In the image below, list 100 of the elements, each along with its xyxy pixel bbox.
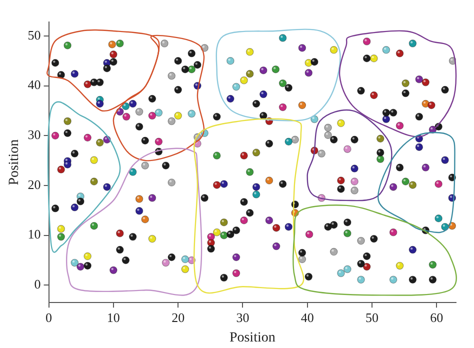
x-tick-label: 0 bbox=[46, 310, 52, 325]
point bbox=[396, 122, 404, 130]
point bbox=[64, 42, 72, 50]
point bbox=[408, 246, 417, 254]
point bbox=[402, 178, 410, 186]
point bbox=[240, 216, 248, 224]
point bbox=[408, 40, 417, 48]
point bbox=[428, 101, 436, 110]
point bbox=[396, 262, 404, 270]
point bbox=[284, 138, 292, 146]
point bbox=[389, 228, 398, 236]
point bbox=[57, 232, 65, 241]
point bbox=[265, 216, 274, 224]
point bbox=[110, 50, 118, 58]
point bbox=[212, 152, 221, 160]
point bbox=[188, 110, 196, 118]
point bbox=[376, 134, 384, 143]
point bbox=[220, 180, 228, 188]
point bbox=[246, 70, 254, 78]
point bbox=[362, 262, 371, 271]
point bbox=[350, 178, 358, 186]
point bbox=[128, 100, 137, 108]
point bbox=[389, 276, 398, 284]
point bbox=[415, 75, 424, 84]
point bbox=[57, 224, 65, 233]
point bbox=[226, 56, 234, 65]
point bbox=[370, 91, 378, 100]
point bbox=[135, 195, 144, 203]
point bbox=[422, 78, 430, 86]
point bbox=[212, 228, 221, 236]
x-tick-label: 10 bbox=[106, 310, 120, 325]
point bbox=[252, 183, 260, 191]
point bbox=[168, 72, 176, 80]
point bbox=[96, 138, 104, 147]
point bbox=[174, 112, 182, 120]
point bbox=[422, 164, 430, 172]
point bbox=[330, 46, 338, 54]
point bbox=[284, 222, 292, 231]
point bbox=[382, 46, 390, 54]
x-axis-title: Position bbox=[229, 330, 276, 346]
point bbox=[154, 108, 163, 117]
point bbox=[232, 269, 240, 278]
point bbox=[162, 258, 170, 267]
point bbox=[441, 156, 449, 164]
point bbox=[90, 156, 98, 164]
point bbox=[272, 224, 280, 232]
point bbox=[298, 44, 306, 52]
point bbox=[232, 82, 240, 91]
x-tick-label: 60 bbox=[430, 310, 444, 325]
point bbox=[96, 100, 104, 108]
point bbox=[148, 234, 156, 243]
point bbox=[362, 38, 371, 46]
point bbox=[148, 112, 156, 120]
point bbox=[122, 112, 130, 121]
point bbox=[232, 253, 240, 262]
point bbox=[344, 145, 352, 153]
x-tick-label: 40 bbox=[300, 310, 314, 325]
point bbox=[108, 40, 116, 48]
point bbox=[330, 248, 338, 256]
point bbox=[272, 65, 280, 74]
point bbox=[382, 115, 390, 124]
point bbox=[337, 176, 345, 184]
point bbox=[220, 231, 228, 240]
point bbox=[344, 229, 352, 238]
point bbox=[252, 148, 260, 156]
point bbox=[310, 115, 318, 124]
y-tick-label: 50 bbox=[28, 27, 41, 42]
point bbox=[64, 160, 72, 168]
point bbox=[148, 194, 156, 202]
point bbox=[259, 66, 268, 74]
point bbox=[298, 255, 306, 264]
point bbox=[265, 176, 274, 184]
point bbox=[188, 65, 196, 74]
y-tick-label: 40 bbox=[28, 77, 41, 92]
point bbox=[272, 242, 280, 250]
x-tick-label: 50 bbox=[365, 310, 378, 325]
y-axis-title: Position bbox=[7, 139, 22, 186]
point bbox=[84, 252, 92, 260]
point bbox=[116, 40, 124, 48]
x-tick-label: 20 bbox=[172, 310, 185, 325]
point bbox=[357, 276, 365, 284]
point bbox=[168, 117, 176, 126]
point bbox=[324, 131, 332, 140]
point bbox=[168, 178, 176, 186]
point bbox=[402, 79, 410, 88]
point bbox=[181, 255, 190, 264]
point bbox=[181, 265, 190, 274]
point bbox=[90, 222, 98, 230]
point bbox=[434, 214, 442, 222]
point bbox=[76, 262, 84, 271]
point bbox=[57, 166, 65, 174]
point bbox=[246, 168, 254, 176]
point bbox=[396, 50, 404, 58]
point bbox=[344, 265, 352, 274]
point bbox=[116, 229, 124, 238]
point bbox=[350, 186, 358, 194]
point bbox=[370, 54, 378, 62]
point bbox=[305, 230, 314, 238]
point bbox=[428, 260, 437, 269]
point bbox=[141, 162, 150, 170]
